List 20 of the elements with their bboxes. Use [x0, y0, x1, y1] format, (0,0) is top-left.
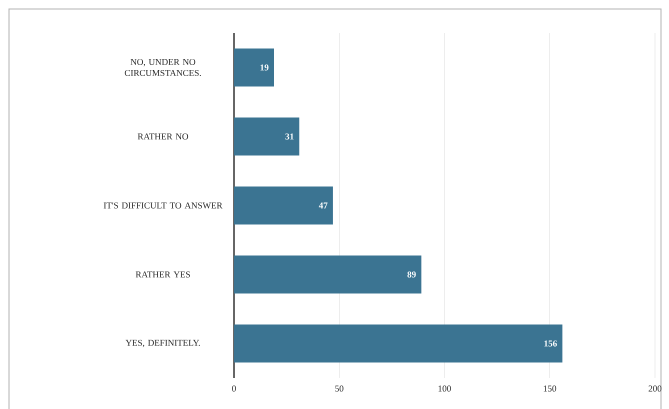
data-label: 89 — [407, 271, 416, 278]
x-tick-label: 150 — [544, 386, 556, 392]
bar — [234, 324, 562, 362]
y-tick-label: RATHER NO — [138, 133, 188, 140]
y-tick-label: YES, DEFINITELY. — [126, 340, 200, 348]
bar — [234, 255, 422, 294]
bar — [234, 48, 274, 86]
x-tick-label: 50 — [335, 386, 344, 392]
y-tick-label: IT'S DIFFICULT TO ANSWER — [104, 202, 223, 209]
bar — [234, 186, 333, 224]
y-tick-label: RATHER YES — [136, 271, 190, 278]
x-tick-label: 200 — [648, 386, 662, 392]
data-label: 47 — [318, 202, 328, 208]
x-tick-label: 0 — [232, 386, 236, 392]
x-tick-label: 100 — [438, 386, 451, 392]
data-label: 156 — [544, 340, 557, 347]
bar — [234, 117, 300, 156]
data-label: 19 — [260, 64, 268, 71]
y-tick-label: NO, UNDER NO CIRCUMSTANCES. — [124, 58, 201, 76]
data-label: 31 — [285, 133, 294, 140]
